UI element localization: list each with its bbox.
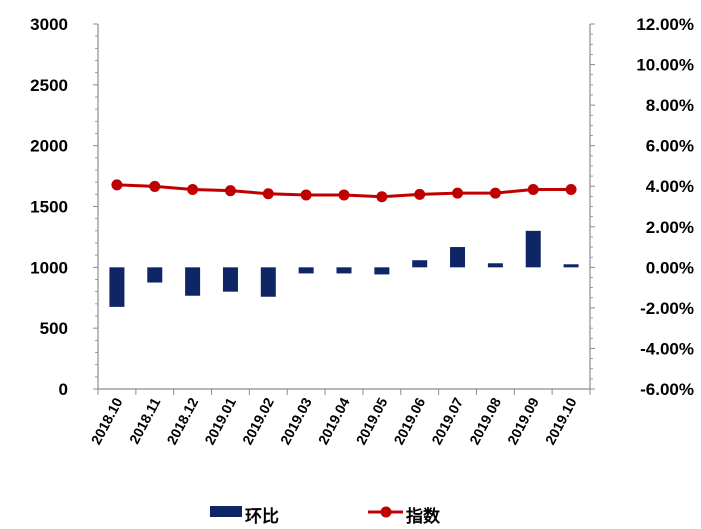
bar	[563, 264, 579, 268]
bar-series	[109, 230, 579, 307]
line-point	[565, 183, 577, 195]
category-label: 2019.06	[390, 395, 428, 447]
legend: 环比 指数	[210, 506, 441, 527]
line-point	[414, 188, 426, 200]
line-point	[224, 185, 236, 197]
line-point	[489, 187, 501, 199]
left-tick-label: 1500	[30, 198, 68, 217]
left-tick-label: 2000	[30, 137, 68, 156]
category-label: 2019.07	[428, 395, 466, 447]
line-point	[452, 187, 464, 199]
category-axis: 2018.10 2018.11 2018.12 2019.01 2019.02 2019.…	[88, 389, 591, 447]
legend-label-line: 指数	[406, 506, 441, 527]
category-label: 2019.05	[353, 395, 391, 447]
right-tick-label: -6.00%	[640, 380, 694, 399]
bar	[412, 260, 428, 268]
bar	[222, 267, 238, 292]
line-series	[111, 179, 577, 203]
bar	[487, 263, 503, 268]
left-axis: 0 500 1000 1500 2000 2500 3000	[30, 15, 98, 399]
right-tick-label: -2.00%	[640, 299, 694, 318]
right-tick-label: 10.00%	[636, 56, 694, 75]
left-tick-label: 1000	[30, 258, 68, 277]
category-label: 2019.02	[239, 395, 277, 447]
line-point	[111, 179, 123, 191]
line-point	[262, 188, 274, 200]
left-tick-label: 2500	[30, 76, 68, 95]
right-tick-label: 0.00%	[646, 258, 694, 277]
category-label: 2018.11	[126, 395, 164, 447]
bar	[336, 267, 352, 274]
bar	[450, 247, 466, 268]
left-tick-label: 500	[40, 319, 68, 338]
right-tick-label: 6.00%	[646, 137, 694, 156]
category-label: 2018.10	[88, 395, 126, 447]
bar	[260, 267, 276, 297]
right-axis: -6.00% -4.00% -2.00% 0.00% 2.00% 4.00% 6.00% 8.…	[590, 15, 694, 399]
line-point	[338, 189, 350, 201]
right-tick-label: 4.00%	[646, 177, 694, 196]
category-label: 2019.01	[201, 395, 239, 447]
right-tick-label: 8.00%	[646, 96, 694, 115]
legend-swatch-bar	[210, 506, 242, 517]
legend-label-bar: 环比	[245, 506, 279, 527]
category-label: 2019.08	[466, 395, 504, 447]
category-label: 2019.09	[504, 395, 542, 447]
left-tick-label: 0	[59, 380, 68, 399]
category-label: 2019.03	[277, 395, 315, 447]
line-point	[376, 191, 388, 203]
legend-marker-line	[380, 506, 392, 518]
bar	[298, 267, 314, 274]
bar	[525, 230, 541, 268]
line-point	[149, 180, 161, 192]
right-tick-label: 12.00%	[636, 15, 694, 34]
line-point	[527, 183, 539, 195]
bar	[109, 267, 125, 307]
left-tick-label: 3000	[30, 15, 68, 34]
line-point	[300, 189, 312, 201]
plot-frame	[97, 24, 591, 390]
category-label: 2019.10	[542, 395, 580, 447]
category-label: 2019.04	[315, 395, 353, 447]
right-tick-label: -4.00%	[640, 339, 694, 358]
right-tick-label: 2.00%	[646, 218, 694, 237]
category-label: 2018.12	[163, 395, 201, 447]
bar	[185, 267, 201, 296]
line-point	[187, 183, 199, 195]
bar	[147, 267, 163, 283]
bar	[374, 267, 390, 275]
